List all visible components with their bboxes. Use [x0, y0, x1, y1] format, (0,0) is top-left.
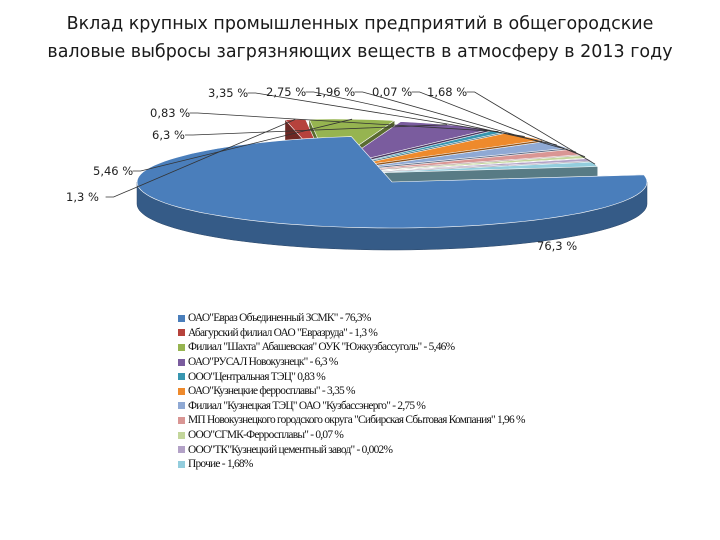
- legend-item: МП Новокузнецкого городского округа "Сиб…: [178, 413, 526, 428]
- legend-item: ООО"СГМК-Ферросплавы" - 0,07 %: [178, 428, 525, 443]
- chart-legend: ОАО"Евраз Объединенный ЗСМК" - 76,3% Абаг…: [178, 311, 526, 472]
- pie-data-label: 1,96 %: [315, 85, 355, 99]
- leader-line: [132, 118, 353, 172]
- legend-item: Филиал "Кузнецкая ТЭЦ" ОАО "Кузбассэнерг…: [178, 399, 525, 414]
- legend-swatch: [178, 460, 185, 468]
- legend-label: Филиал "Кузнецкая ТЭЦ" ОАО "Кузбассэнерг…: [188, 399, 426, 412]
- chart-title-line-2: валовые выбросы загрязняющих веществ в а…: [47, 42, 673, 62]
- leader-line: [466, 91, 596, 165]
- pie-chart: 76,3 % 1,3 % 5,46 % 6,3 % 0,83 % 3,35 % 2,75 %…: [66, 85, 648, 253]
- legend-label: Прочие - 1,68%: [188, 458, 253, 471]
- legend-swatch: [178, 314, 185, 322]
- pie-data-label: 5,46 %: [93, 164, 133, 178]
- legend-swatch: [178, 402, 185, 410]
- leader-line: [247, 92, 525, 137]
- legend-swatch: [178, 329, 185, 337]
- pie-data-label: 1,3 %: [66, 190, 99, 204]
- pie-data-label: 0,83 %: [150, 106, 190, 120]
- legend-label: ОАО"Евраз Объединенный ЗСМК" - 76,3%: [188, 312, 371, 325]
- legend-label: Абагурский филиал ОАО "Евразруда" - 1,3 …: [188, 326, 378, 339]
- legend-item: ОАО"РУСАЛ Новокузнецк" - 6,3 %: [178, 355, 525, 370]
- legend-item: Абагурский филиал ОАО "Евразруда" - 1,3 …: [178, 326, 525, 341]
- legend-swatch: [178, 387, 185, 395]
- leader-line: [105, 119, 296, 198]
- leader-line: [411, 91, 586, 158]
- legend-label: Филиал "Шахта" Абашевская" ОУК "Южкузбас…: [188, 341, 455, 354]
- pie-slice: [136, 136, 648, 251]
- legend-item: ОАО"Кузнецкие ферросплавы" - 3,35 %: [178, 384, 525, 399]
- legend-swatch: [178, 416, 185, 424]
- legend-label: ООО"ТК"Кузнецкий цементный завод" - 0,00…: [188, 443, 393, 456]
- legend-label: ОАО"Кузнецкие ферросплавы" - 3,35 %: [188, 385, 356, 398]
- legend-item: ООО"ТК"Кузнецкий цементный завод" - 0,00…: [178, 442, 525, 457]
- leader-line: [305, 91, 557, 146]
- legend-swatch: [178, 358, 185, 366]
- legend-label: ОАО"РУСАЛ Новокузнецк" - 6,3 %: [188, 356, 338, 369]
- legend-label: ООО"СГМК-Ферросплавы" - 0,07 %: [188, 429, 344, 442]
- legend-label: МП Новокузнецкого городского округа "Сиб…: [188, 414, 526, 427]
- chart-title-line-1: Вклад крупных промышленных предприятий в…: [66, 14, 654, 34]
- legend-swatch: [178, 343, 185, 351]
- leader-line: [354, 91, 577, 153]
- pie-data-label: 3,35 %: [208, 86, 248, 100]
- pie-data-label: 1,68 %: [427, 85, 467, 99]
- legend-item: Прочие - 1,68%: [178, 457, 525, 472]
- leader-line: [185, 124, 448, 136]
- legend-item: Филиал "Шахта" Абашевская" ОУК "Южкузбас…: [178, 340, 525, 355]
- pie-data-label: 2,75 %: [266, 85, 306, 99]
- pie-data-label: 76,3 %: [537, 239, 577, 253]
- legend-swatch: [178, 446, 185, 454]
- leader-line: [189, 112, 499, 132]
- legend-label: ООО"Центральная ТЭЦ" 0,83 %: [188, 370, 326, 383]
- pie-data-label: 6,3 %: [152, 128, 185, 142]
- legend-item: ОАО"Евраз Объединенный ЗСМК" - 76,3%: [178, 311, 525, 326]
- pie-data-label: 0,07 %: [372, 85, 412, 99]
- chart-title: Вклад крупных промышленных предприятий в…: [0, 10, 720, 66]
- legend-swatch: [178, 373, 185, 381]
- legend-swatch: [178, 431, 185, 439]
- legend-item: ООО"Центральная ТЭЦ" 0,83 %: [178, 369, 525, 384]
